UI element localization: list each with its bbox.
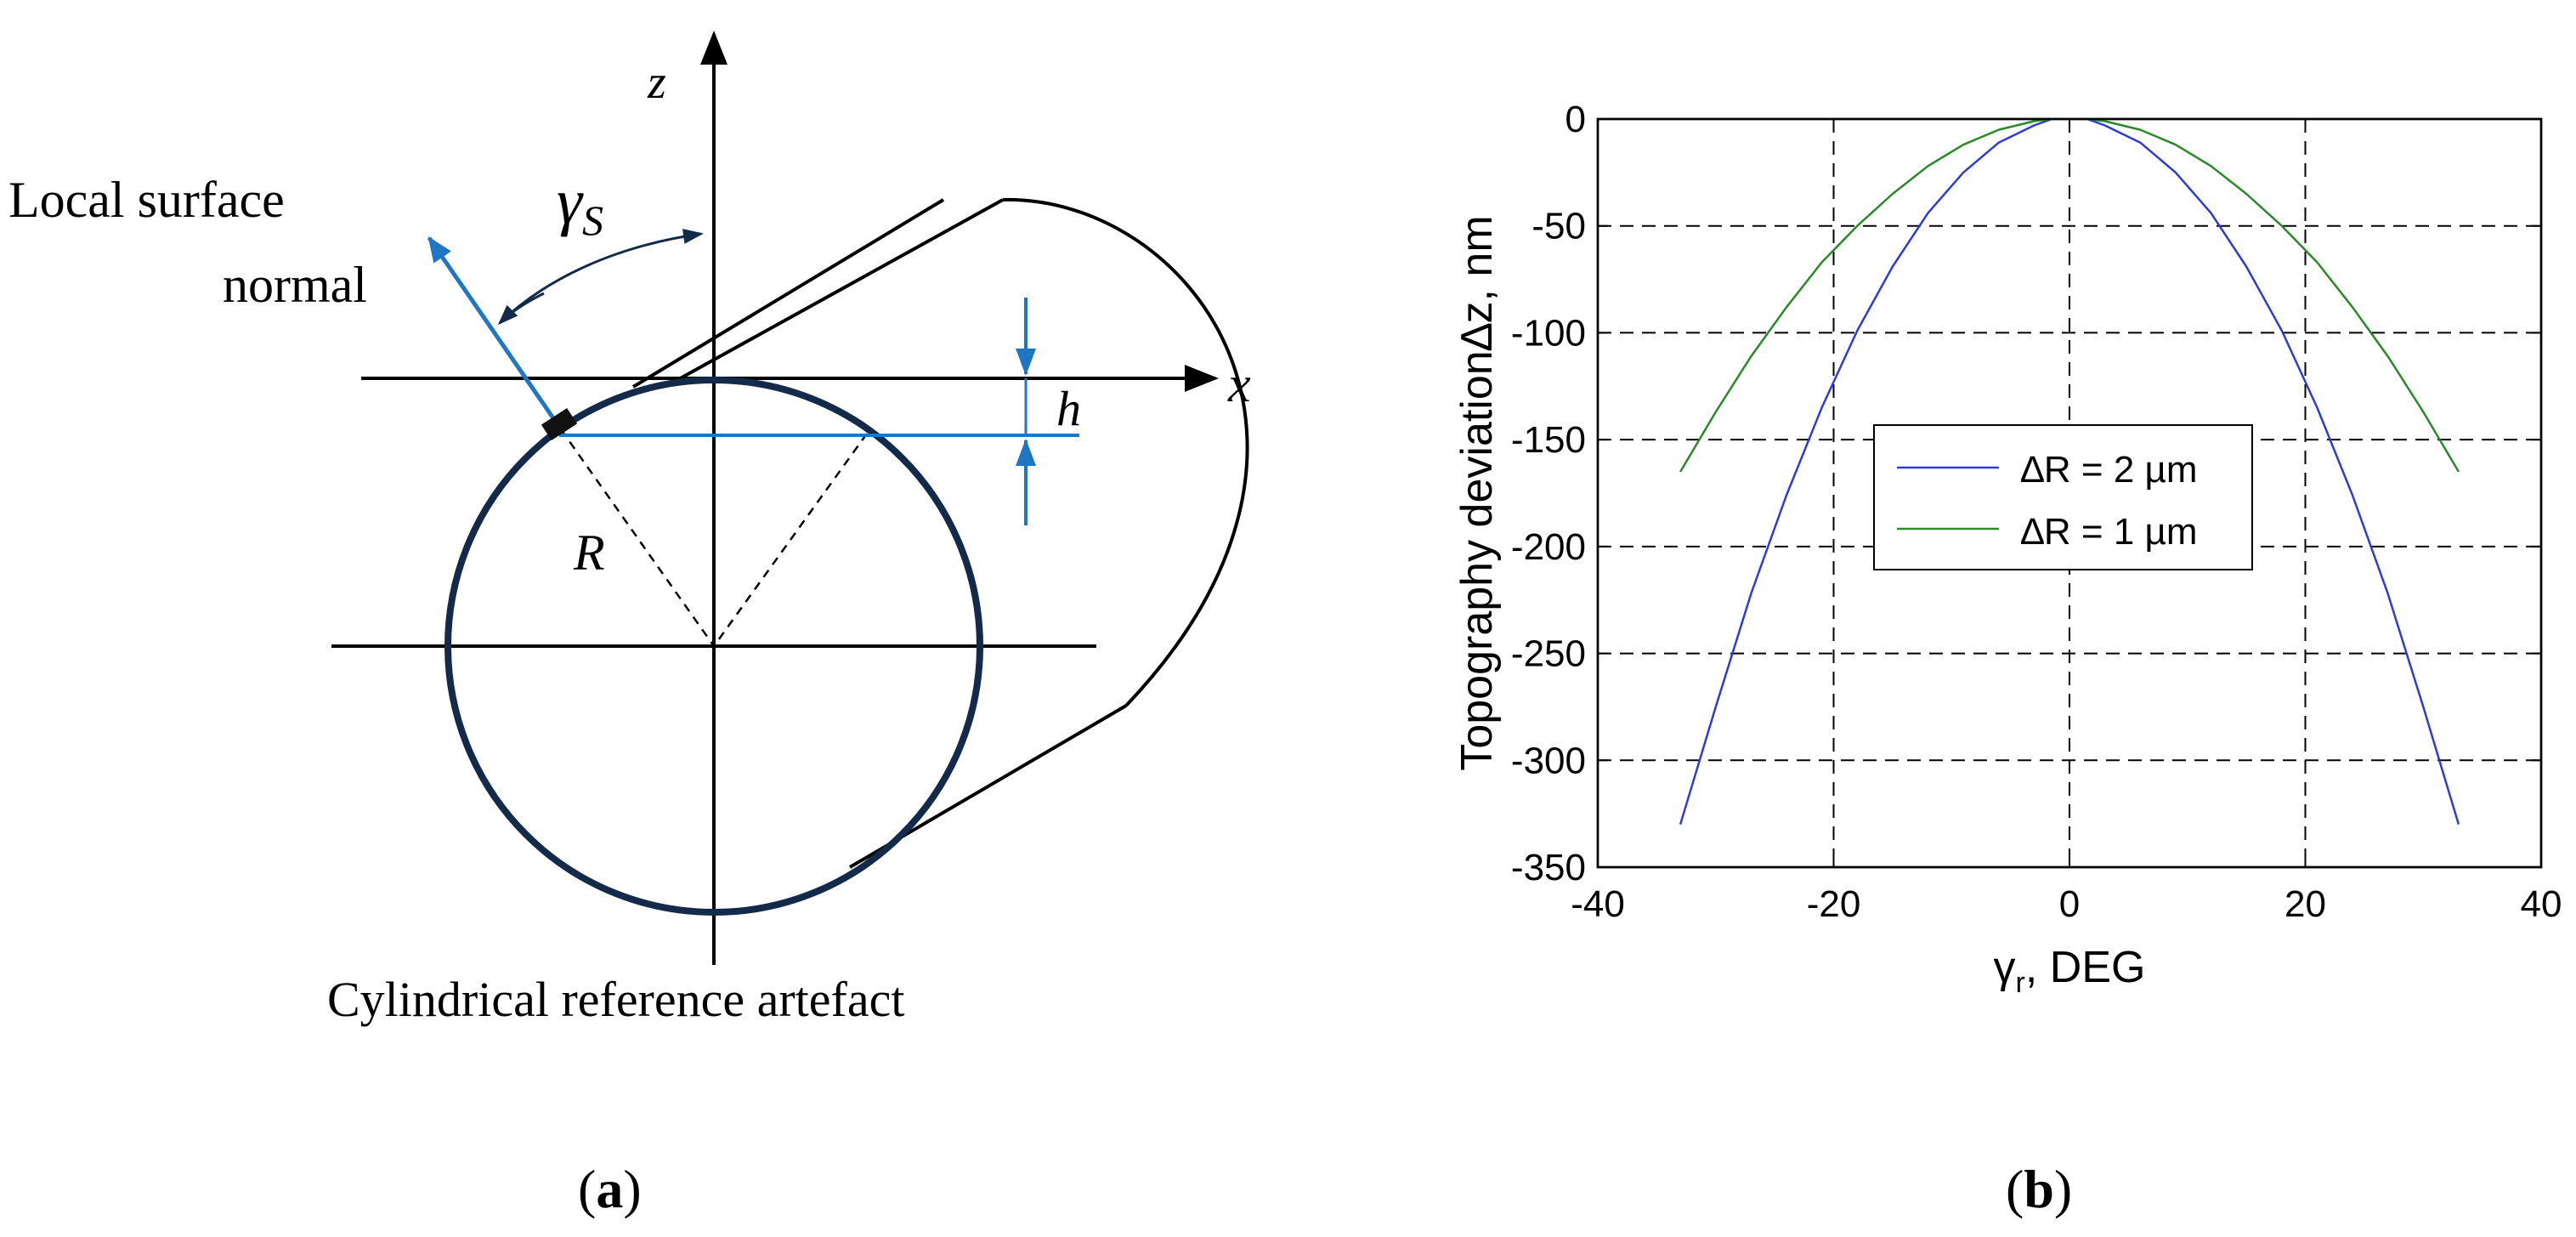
panel-a-diagram: z x Local surface normal γS h R Cylindri…	[8, 31, 1251, 1219]
angle-label: γS	[557, 166, 603, 244]
x-tick-label: -40	[1571, 883, 1625, 925]
angle-arc	[498, 229, 704, 325]
legend-label-series-2: ∆R = 1 µm	[2021, 511, 2198, 553]
series-line-2	[1679, 119, 2460, 473]
legend-box	[1873, 424, 2253, 570]
y-tick-label: 0	[1565, 99, 1586, 140]
angle-arc-start-arrow	[497, 292, 545, 326]
cylinder-outline	[631, 197, 1249, 869]
sensor-marker-icon	[541, 407, 578, 441]
x-tick-label: -20	[1807, 883, 1861, 925]
data-series	[1679, 119, 2460, 826]
grid-lines	[1598, 119, 2541, 867]
y-tick-label: -350	[1511, 847, 1586, 888]
x-tick-label: 20	[2284, 883, 2326, 925]
panel-a-caption: Cylindrical reference artefact	[327, 972, 904, 1027]
y-tick-label: -250	[1511, 633, 1586, 675]
normal-label-line1: Local surface	[8, 172, 285, 228]
y-tick-label: -200	[1511, 526, 1586, 568]
plot-frame	[1596, 117, 2543, 869]
radius-label: R	[573, 525, 605, 581]
legend: ∆R = 2 µm ∆R = 1 µm	[1873, 424, 2253, 570]
normal-label-line2: normal	[223, 257, 367, 313]
x-axis-label-chart: γr, DEG	[1994, 943, 2146, 999]
legend-label-series-1: ∆R = 2 µm	[2021, 449, 2198, 491]
panel-b-chart: -40 -20 0 20 400-50-100-150-200-250-300-350 …	[1452, 99, 2562, 1219]
radius-dashed-lines	[559, 428, 869, 647]
x-axis-label: x	[1227, 356, 1251, 412]
panel-b-label: (b)	[2006, 1159, 2072, 1219]
series-line-1	[1679, 119, 2460, 826]
z-axis-label: z	[647, 56, 666, 109]
y-tick-label: -300	[1511, 740, 1586, 781]
axis-ticks: -40 -20 0 20 400-50-100-150-200-250-300-350	[1511, 99, 2562, 925]
panel-a-label: (a)	[578, 1159, 642, 1219]
y-tick-label: -150	[1511, 419, 1586, 461]
y-tick-label: -100	[1511, 312, 1586, 354]
x-tick-label: 0	[2059, 883, 2080, 925]
y-axis-label: Topography deviation∆z, nm	[1452, 215, 1502, 770]
h-label: h	[1056, 381, 1081, 436]
cross-section-circle	[444, 377, 983, 916]
y-tick-label: -50	[1531, 206, 1586, 247]
x-tick-label: 40	[2521, 883, 2562, 925]
surface-normal-arrow	[427, 235, 563, 431]
